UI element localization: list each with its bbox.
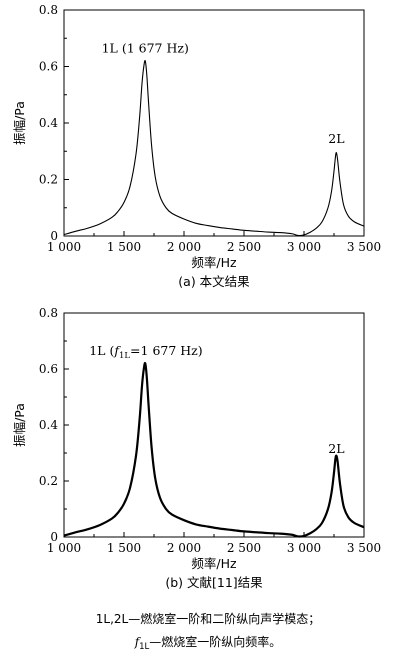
x-tick-label: 2 000 xyxy=(167,541,201,555)
x-tick-label: 1 000 xyxy=(47,541,81,555)
chart-panel-a: 振幅/Pa 1 000 1 500 2 000 2 500 3 000 3 500 0 0.2… xyxy=(12,3,381,289)
annotation-1l-b: 1L (f1L=1 677 Hz) xyxy=(89,343,202,361)
x-tick-label: 2 500 xyxy=(227,541,261,555)
y-tick-label: 0.4 xyxy=(39,418,58,432)
y-tick-label: 0.6 xyxy=(39,362,58,376)
annotations-b: 1L (f1L=1 677 Hz) 2L xyxy=(89,343,344,456)
y-tick-label: 0.4 xyxy=(39,116,58,130)
x-tick-label: 3 500 xyxy=(347,541,381,555)
x-axis-label-b: 频率/Hz xyxy=(191,556,237,571)
note-line-1: 1L,2L—燃烧室一阶和二阶纵向声学模态； xyxy=(96,611,320,626)
y-tick-label: 0.8 xyxy=(39,3,58,17)
x-tick-label: 3 000 xyxy=(287,541,321,555)
y-tick-label: 0.2 xyxy=(39,474,58,488)
y-tick-label: 0 xyxy=(50,530,58,544)
chart-panel-b: 振幅/Pa 1 000 1 500 2 000 2 500 3 000 3 500 0 0.2… xyxy=(12,306,381,590)
y-axis-label-b: 振幅/Pa xyxy=(12,403,27,447)
panel-caption-a: (a) 本文结果 xyxy=(178,274,250,289)
y-tick-label: 0 xyxy=(50,229,58,243)
x-tick-label: 2 500 xyxy=(227,240,261,254)
y-tick-label: 0.2 xyxy=(39,173,58,187)
annotations-a: 1L (1 677 Hz) 2L xyxy=(102,40,345,145)
y-tick-label: 0.8 xyxy=(39,306,58,320)
series-line-a xyxy=(63,59,365,237)
note-line-2: f1L—燃烧室一阶纵向频率。 xyxy=(134,634,282,652)
x-tick-label: 1 500 xyxy=(107,240,141,254)
annotation-2l-b: 2L xyxy=(328,441,344,456)
ticks-a: 1 000 1 500 2 000 2 500 3 000 3 500 0 0.2 0.4 0.6… xyxy=(39,3,381,254)
x-tick-label: 3 000 xyxy=(287,240,321,254)
y-axis-label-a: 振幅/Pa xyxy=(12,101,27,145)
ticks-b: 1 000 1 500 2 000 2 500 3 000 3 500 0 0.2 0.4 0.6… xyxy=(39,306,381,555)
annotation-1l-a: 1L (1 677 Hz) xyxy=(102,40,189,55)
x-axis-label-a: 频率/Hz xyxy=(191,255,237,270)
x-tick-label: 2 000 xyxy=(167,240,201,254)
annotation-2l-a: 2L xyxy=(328,131,344,146)
x-tick-label: 1 000 xyxy=(47,240,81,254)
x-tick-label: 3 500 xyxy=(347,240,381,254)
y-tick-label: 0.6 xyxy=(39,60,58,74)
x-tick-label: 1 500 xyxy=(107,541,141,555)
series-line-b xyxy=(63,361,365,538)
panel-caption-b: (b) 文献[11]结果 xyxy=(165,575,263,590)
